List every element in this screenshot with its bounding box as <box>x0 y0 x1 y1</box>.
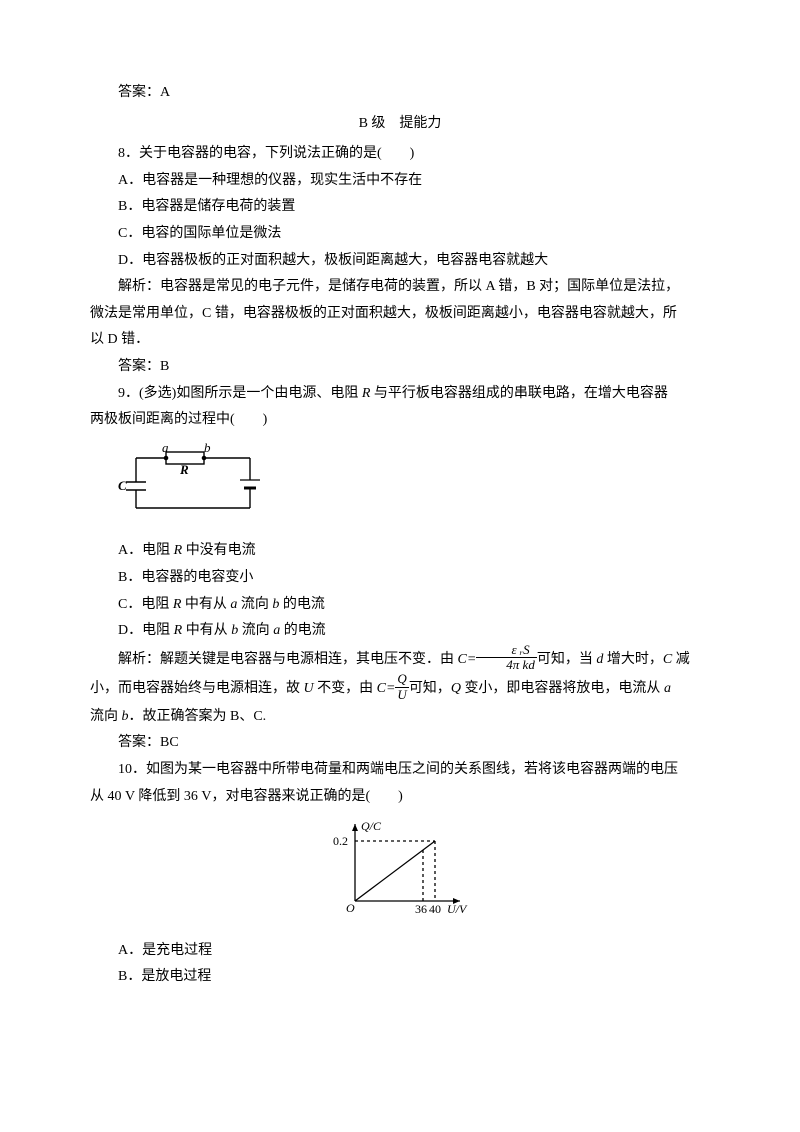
q9e2-Q: Q <box>451 681 461 696</box>
chart-svg: Q/C 0.2 O 36 40 U/V <box>325 816 475 921</box>
q9e1-t3: 增大时， <box>603 652 663 667</box>
q9-explain-2: 小，而电容器始终与电源相连，故 U 不变，由 C=QU可知，Q 变小，即电容器将… <box>90 674 710 704</box>
q9c-t1: C．电阻 <box>118 597 173 612</box>
q9-stem-text-1: 9．(多选)如图所示是一个由电源、电阻 <box>118 386 362 401</box>
q9c-t4: 的电流 <box>279 597 325 612</box>
q9e3-t1: 流向 <box>90 709 122 724</box>
q9c-t3: 流向 <box>237 597 272 612</box>
chart-ytick: 0.2 <box>333 834 348 848</box>
q9-frac2: QU <box>395 672 408 702</box>
q9d-R: R <box>174 623 183 638</box>
q9e2-t1: 小，而电容器始终与电源相连，故 <box>90 681 304 696</box>
q8-option-b: B．电容器是储存电荷的装置 <box>90 194 710 221</box>
q9e1-t1: 解析：解题关键是电容器与电源相连，其电压不变．由 <box>118 652 458 667</box>
q8-explain-2: 微法是常用单位，C 错，电容器极板的正对面积越大，极板间距离越小，电容器电容就越… <box>90 301 710 328</box>
q9e1-C: C <box>663 652 672 667</box>
q9-stem-line2: 两极板间距离的过程中( ) <box>90 407 710 434</box>
q9-explain-1: 解析：解题关键是电容器与电源相连，其电压不变．由 C=ε ᵣS4π kd可知，当… <box>90 645 710 675</box>
q9-frac1: ε ᵣS4π kd <box>476 643 537 673</box>
q9-answer: 答案：BC <box>90 730 710 757</box>
q9-stem-line1: 9．(多选)如图所示是一个由电源、电阻 R 与平行板电容器组成的串联电路，在增大… <box>90 381 710 408</box>
q9e3-b: b <box>122 709 129 724</box>
circuit-label-R: R <box>179 462 189 477</box>
q9-option-a: A．电阻 R 中没有电流 <box>90 538 710 565</box>
q8-option-d: D．电容器极板的正对面积越大，极板间距离越大，电容器电容就越大 <box>90 248 710 275</box>
q10-option-a: A．是充电过程 <box>90 938 710 965</box>
q8-option-c: C．电容的国际单位是微法 <box>90 221 710 248</box>
q9c-t2: 中有从 <box>181 597 230 612</box>
q10-option-b: B．是放电过程 <box>90 964 710 991</box>
circuit-label-a: a <box>162 440 169 455</box>
q9e2-t4: 变小，即电容器将放电，电流从 <box>461 681 664 696</box>
q9-stem-text-2: 与平行板电容器组成的串联电路，在增大电容器 <box>370 386 668 401</box>
q9e2-ceq: C= <box>377 681 396 696</box>
q9e1-ceq: C= <box>458 652 477 667</box>
q9d-t2: 中有从 <box>182 623 231 638</box>
q8-stem: 8．关于电容器的电容，下列说法正确的是( ) <box>90 141 710 168</box>
q9a-t2: 中没有电流 <box>182 543 256 558</box>
q9-circuit-diagram: a b R C <box>118 440 710 533</box>
q9-frac1-den: 4π kd <box>476 658 537 672</box>
q9e2-t3: 可知， <box>409 681 451 696</box>
q9a-R: R <box>174 543 183 558</box>
q9-option-b: B．电容器的电容变小 <box>90 565 710 592</box>
q9e2-a: a <box>664 681 671 696</box>
q9-explain-3: 流向 b．故正确答案为 B、C. <box>90 704 710 731</box>
q10-stem-1: 10．如图为某一电容器中所带电荷量和两端电压之间的关系图线，若将该电容器两端的电… <box>90 757 710 784</box>
circuit-svg: a b R C <box>118 440 268 522</box>
q8-option-a: A．电容器是一种理想的仪器，现实生活中不存在 <box>90 168 710 195</box>
q8-explain-3: 以 D 错． <box>90 327 710 354</box>
q9e2-t2: 不变，由 <box>314 681 377 696</box>
section-b-title: B 级 提能力 <box>90 111 710 138</box>
circuit-label-b: b <box>204 440 211 455</box>
chart-ylabel: Q/C <box>361 819 382 833</box>
chart-xtick-36: 36 <box>415 902 427 916</box>
answer-7: 答案：A <box>90 80 710 107</box>
q8-answer: 答案：B <box>90 354 710 381</box>
q10-chart: Q/C 0.2 O 36 40 U/V <box>90 816 710 932</box>
page: 答案：A B 级 提能力 8．关于电容器的电容，下列说法正确的是( ) A．电容… <box>0 0 800 1051</box>
q9a-t1: A．电阻 <box>118 543 174 558</box>
q10-stem-2: 从 40 V 降低到 36 V，对电容器来说正确的是( ) <box>90 784 710 811</box>
circuit-label-C: C <box>118 478 127 493</box>
q8-explain-1: 解析：电容器是常见的电子元件，是储存电荷的装置，所以 A 错，B 对；国际单位是… <box>90 274 710 301</box>
q9d-t3: 流向 <box>238 623 273 638</box>
q9-frac2-den: U <box>395 688 408 702</box>
q9e1-t2: 可知，当 <box>537 652 597 667</box>
q9-option-d: D．电阻 R 中有从 b 流向 a 的电流 <box>90 618 710 645</box>
q9-option-c: C．电阻 R 中有从 a 流向 b 的电流 <box>90 592 710 619</box>
q9e1-t4: 减 <box>672 652 690 667</box>
q9e3-t2: ．故正确答案为 B、C. <box>129 709 267 724</box>
chart-xtick-40: 40 <box>429 902 441 916</box>
q9d-t1: D．电阻 <box>118 623 174 638</box>
chart-xlabel: U/V <box>447 902 468 916</box>
q9-frac1-num: ε ᵣS <box>476 643 537 658</box>
q9-frac2-num: Q <box>395 672 408 687</box>
q9d-t4: 的电流 <box>280 623 326 638</box>
chart-origin: O <box>346 901 355 915</box>
q9e2-U: U <box>304 681 314 696</box>
